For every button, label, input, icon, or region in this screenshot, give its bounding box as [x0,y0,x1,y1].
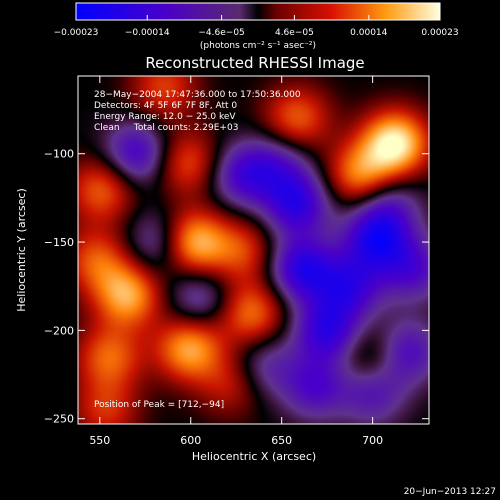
chart-title: Reconstructed RHESSI Image [145,54,364,72]
x-tick-label: 550 [89,434,110,447]
colorbar-tick-label: 0.00014 [350,28,387,38]
y-tick-label: −200 [44,324,74,337]
colorbar-tick-label: 0.00023 [421,28,458,38]
y-tick-label: −100 [44,148,74,161]
heatmap-container [78,76,429,424]
colorbar-tick-label: 4.6e−05 [275,28,314,38]
annotation-clean-counts: Clean Total counts: 2.29E+03 [94,123,238,133]
heatmap-image [78,76,429,424]
x-tick-label: 600 [180,434,201,447]
annotation-energy-range: Energy Range: 12.0 − 25.0 keV [94,112,236,122]
colorbar-tick-label: −0.00014 [125,28,170,38]
y-tick-label: −250 [44,413,74,426]
y-axis-label: Heliocentric Y (arcsec) [15,188,28,312]
y-tick-label: −150 [44,236,74,249]
x-axis-ticks: 550 600 650 700 [89,76,383,447]
y-axis-ticks: −100 −150 −200 −250 [44,148,429,426]
annotation-time-range: 28−May−2004 17:47:36.000 to 17:50:36.000 [94,90,301,100]
colorbar-unit-label: (photons cm⁻² s⁻¹ asec⁻²) [200,41,316,51]
x-tick-label: 650 [271,434,292,447]
plot-frame [77,75,430,425]
footer-timestamp: 20−Jun−2013 12:27 [404,487,496,497]
colorbar [75,2,441,21]
colorbar-tick-label: −4.6e−05 [198,28,244,38]
colorbar-tick-label: −0.00023 [54,28,99,38]
x-axis-label: Heliocentric X (arcsec) [192,450,316,463]
x-tick-label: 700 [362,434,383,447]
peak-position-label: Position of Peak = [712,−94] [94,400,224,410]
annotation-detectors: Detectors: 4F 5F 6F 7F 8F, Att 0 [94,101,237,111]
colorbar-ticks: −0.00023 −0.00014 −4.6e−05 4.6e−05 0.00014 0.… [54,15,459,38]
